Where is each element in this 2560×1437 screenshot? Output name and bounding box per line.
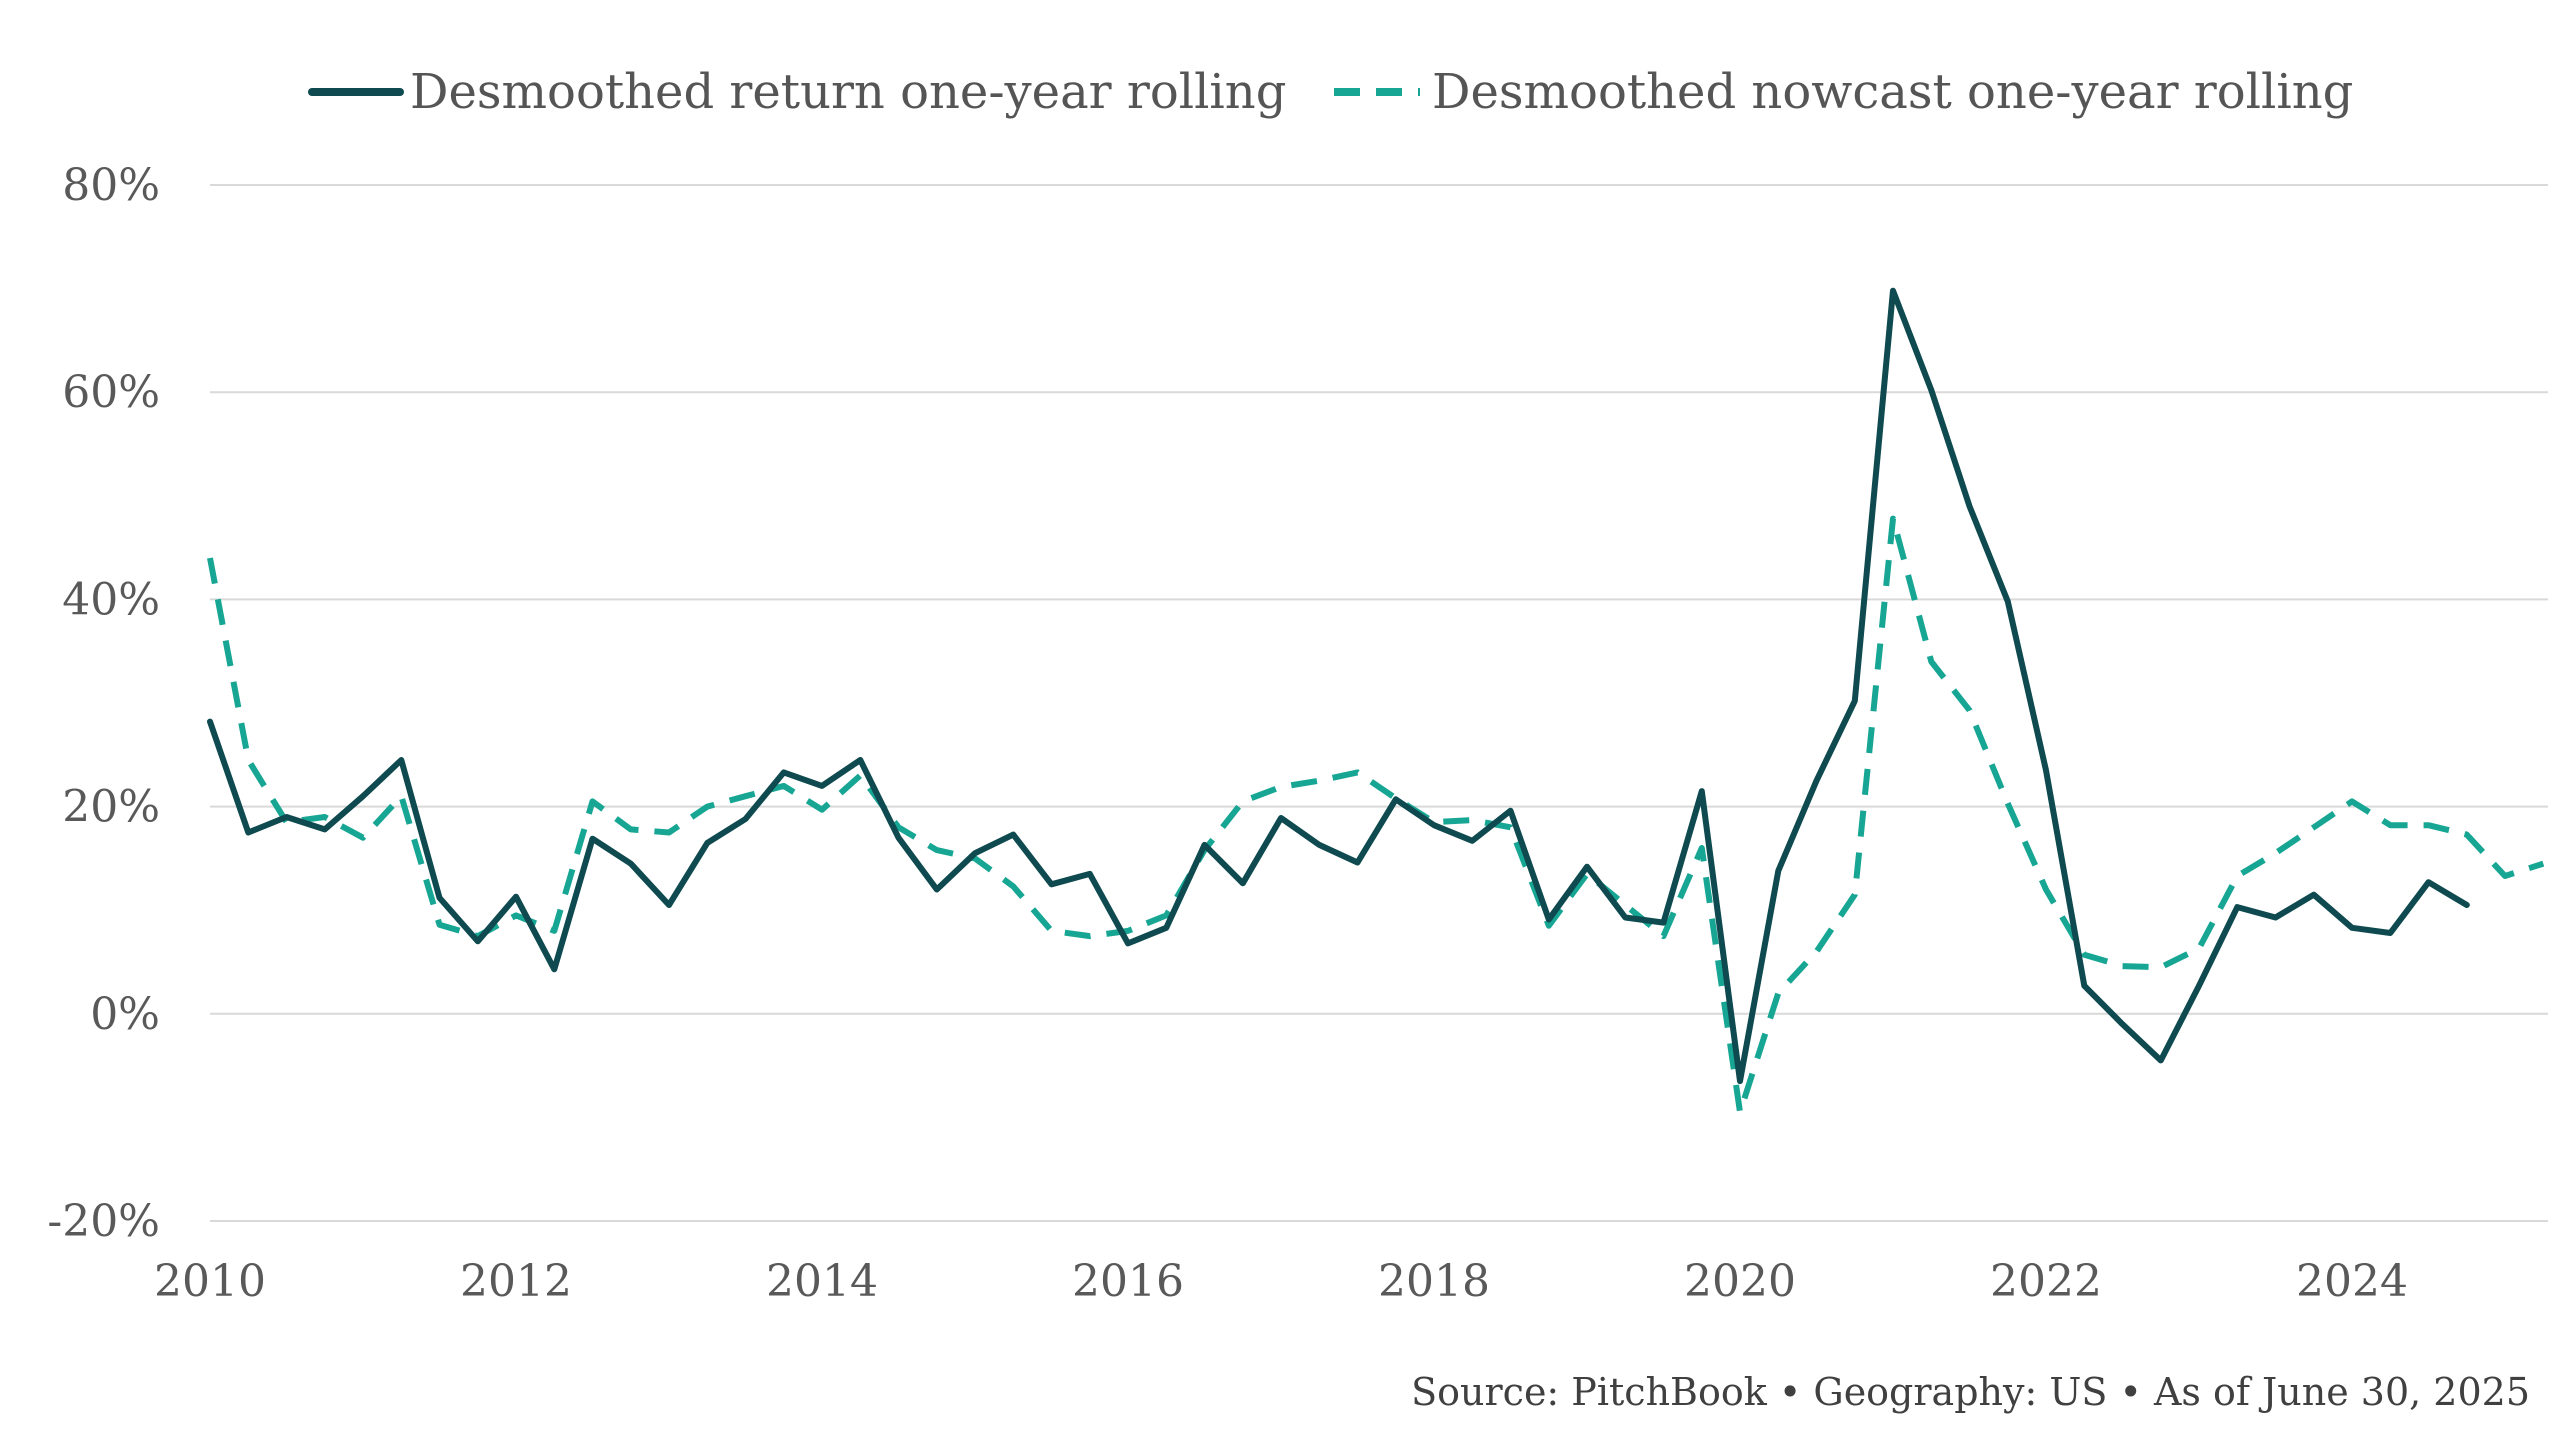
x-tick-label: 2014 [766,1256,878,1307]
x-tick-label: 2016 [1072,1256,1184,1307]
x-axis: 2010 2012 2014 2016 2018 2020 2022 2024 [154,1256,2408,1307]
x-tick-label: 2022 [1990,1256,2102,1307]
legend-label-return: Desmoothed return one-year rolling [410,64,1286,120]
series-line-nowcast [207,515,2545,1116]
gridlines [210,184,2548,1222]
y-tick-label: -20% [47,1196,160,1247]
y-tick-label: 80% [62,160,160,211]
y-axis: 80% 60% 40% 20% 0% -20% [47,160,160,1247]
x-tick-label: 2020 [1684,1256,1796,1307]
y-tick-label: 40% [62,574,160,625]
y-tick-label: 60% [62,367,160,418]
y-tick-label: 0% [90,989,160,1040]
legend-label-nowcast: Desmoothed nowcast one-year rolling [1432,64,2353,120]
series-layer [207,287,2545,1116]
x-tick-label: 2024 [2296,1256,2408,1307]
x-tick-label: 2010 [154,1256,266,1307]
source-note: Source: PitchBook • Geography: US • As o… [1411,1370,2530,1414]
series-line-return [207,287,2470,1085]
x-tick-label: 2012 [460,1256,572,1307]
legend: Desmoothed return one-year rolling Desmo… [308,64,2353,120]
x-tick-label: 2018 [1378,1256,1490,1307]
y-tick-label: 20% [62,782,160,833]
